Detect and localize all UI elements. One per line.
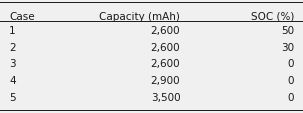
Text: 0: 0 bbox=[288, 92, 294, 102]
Text: 0: 0 bbox=[288, 59, 294, 69]
Text: Capacity (mAh): Capacity (mAh) bbox=[99, 12, 180, 22]
Text: 2,600: 2,600 bbox=[151, 42, 180, 52]
Text: Case: Case bbox=[9, 12, 35, 22]
Text: 30: 30 bbox=[281, 42, 294, 52]
Text: 2,900: 2,900 bbox=[151, 76, 180, 86]
Text: 5: 5 bbox=[9, 92, 16, 102]
Text: 50: 50 bbox=[281, 25, 294, 35]
Text: 3,500: 3,500 bbox=[151, 92, 180, 102]
Text: 4: 4 bbox=[9, 76, 16, 86]
Text: SOC (%): SOC (%) bbox=[251, 12, 294, 22]
Text: 2: 2 bbox=[9, 42, 16, 52]
Text: 3: 3 bbox=[9, 59, 16, 69]
Text: 0: 0 bbox=[288, 76, 294, 86]
Text: 2,600: 2,600 bbox=[151, 59, 180, 69]
Text: 2,600: 2,600 bbox=[151, 25, 180, 35]
Text: 1: 1 bbox=[9, 25, 16, 35]
